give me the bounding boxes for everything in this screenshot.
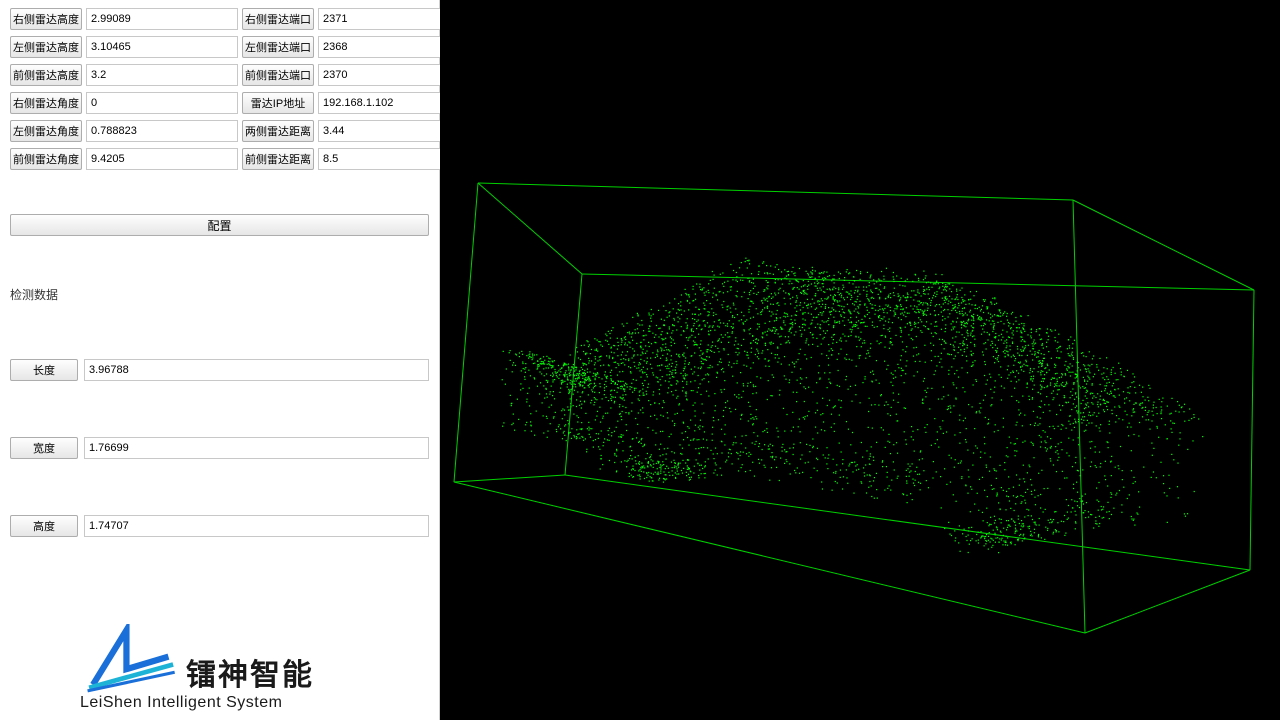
- pointcloud-viewer[interactable]: [440, 0, 1280, 720]
- parameter-grid: 右侧雷达高度 右侧雷达端口 左侧雷达高度 左侧雷达端口 前侧雷达高度 前侧雷达端…: [10, 8, 429, 174]
- label-height[interactable]: 高度: [10, 515, 78, 537]
- label-front-radar-distance[interactable]: 前侧雷达距离: [242, 148, 314, 170]
- logo-icon: [80, 624, 176, 694]
- logo-en-text: LeiShen Intelligent System: [80, 694, 429, 712]
- label-right-radar-height[interactable]: 右侧雷达高度: [10, 8, 82, 30]
- label-width[interactable]: 宽度: [10, 437, 78, 459]
- output-height[interactable]: [84, 515, 429, 537]
- output-width[interactable]: [84, 437, 429, 459]
- label-front-radar-height[interactable]: 前侧雷达高度: [10, 64, 82, 86]
- label-side-radar-distance[interactable]: 两侧雷达距离: [242, 120, 314, 142]
- label-front-radar-port[interactable]: 前侧雷达端口: [242, 64, 314, 86]
- label-length[interactable]: 长度: [10, 359, 78, 381]
- input-left-radar-angle[interactable]: [86, 120, 238, 142]
- label-front-radar-angle[interactable]: 前侧雷达角度: [10, 148, 82, 170]
- input-left-radar-height[interactable]: [86, 36, 238, 58]
- label-radar-ip[interactable]: 雷达IP地址: [242, 92, 314, 114]
- config-button[interactable]: 配置: [10, 214, 429, 236]
- input-right-radar-height[interactable]: [86, 8, 238, 30]
- pointcloud-canvas: [440, 0, 1280, 720]
- label-left-radar-height[interactable]: 左侧雷达高度: [10, 36, 82, 58]
- logo-area: 镭神智能 LeiShen Intelligent System: [10, 612, 429, 720]
- input-right-radar-angle[interactable]: [86, 92, 238, 114]
- input-front-radar-angle[interactable]: [86, 148, 238, 170]
- label-left-radar-port[interactable]: 左侧雷达端口: [242, 36, 314, 58]
- input-front-radar-height[interactable]: [86, 64, 238, 86]
- measure-section-title: 检测数据: [10, 286, 429, 303]
- label-right-radar-angle[interactable]: 右侧雷达角度: [10, 92, 82, 114]
- label-right-radar-port[interactable]: 右侧雷达端口: [242, 8, 314, 30]
- logo-cn-text: 镭神智能: [186, 650, 314, 694]
- config-panel: 右侧雷达高度 右侧雷达端口 左侧雷达高度 左侧雷达端口 前侧雷达高度 前侧雷达端…: [0, 0, 440, 720]
- output-length[interactable]: [84, 359, 429, 381]
- label-left-radar-angle[interactable]: 左侧雷达角度: [10, 120, 82, 142]
